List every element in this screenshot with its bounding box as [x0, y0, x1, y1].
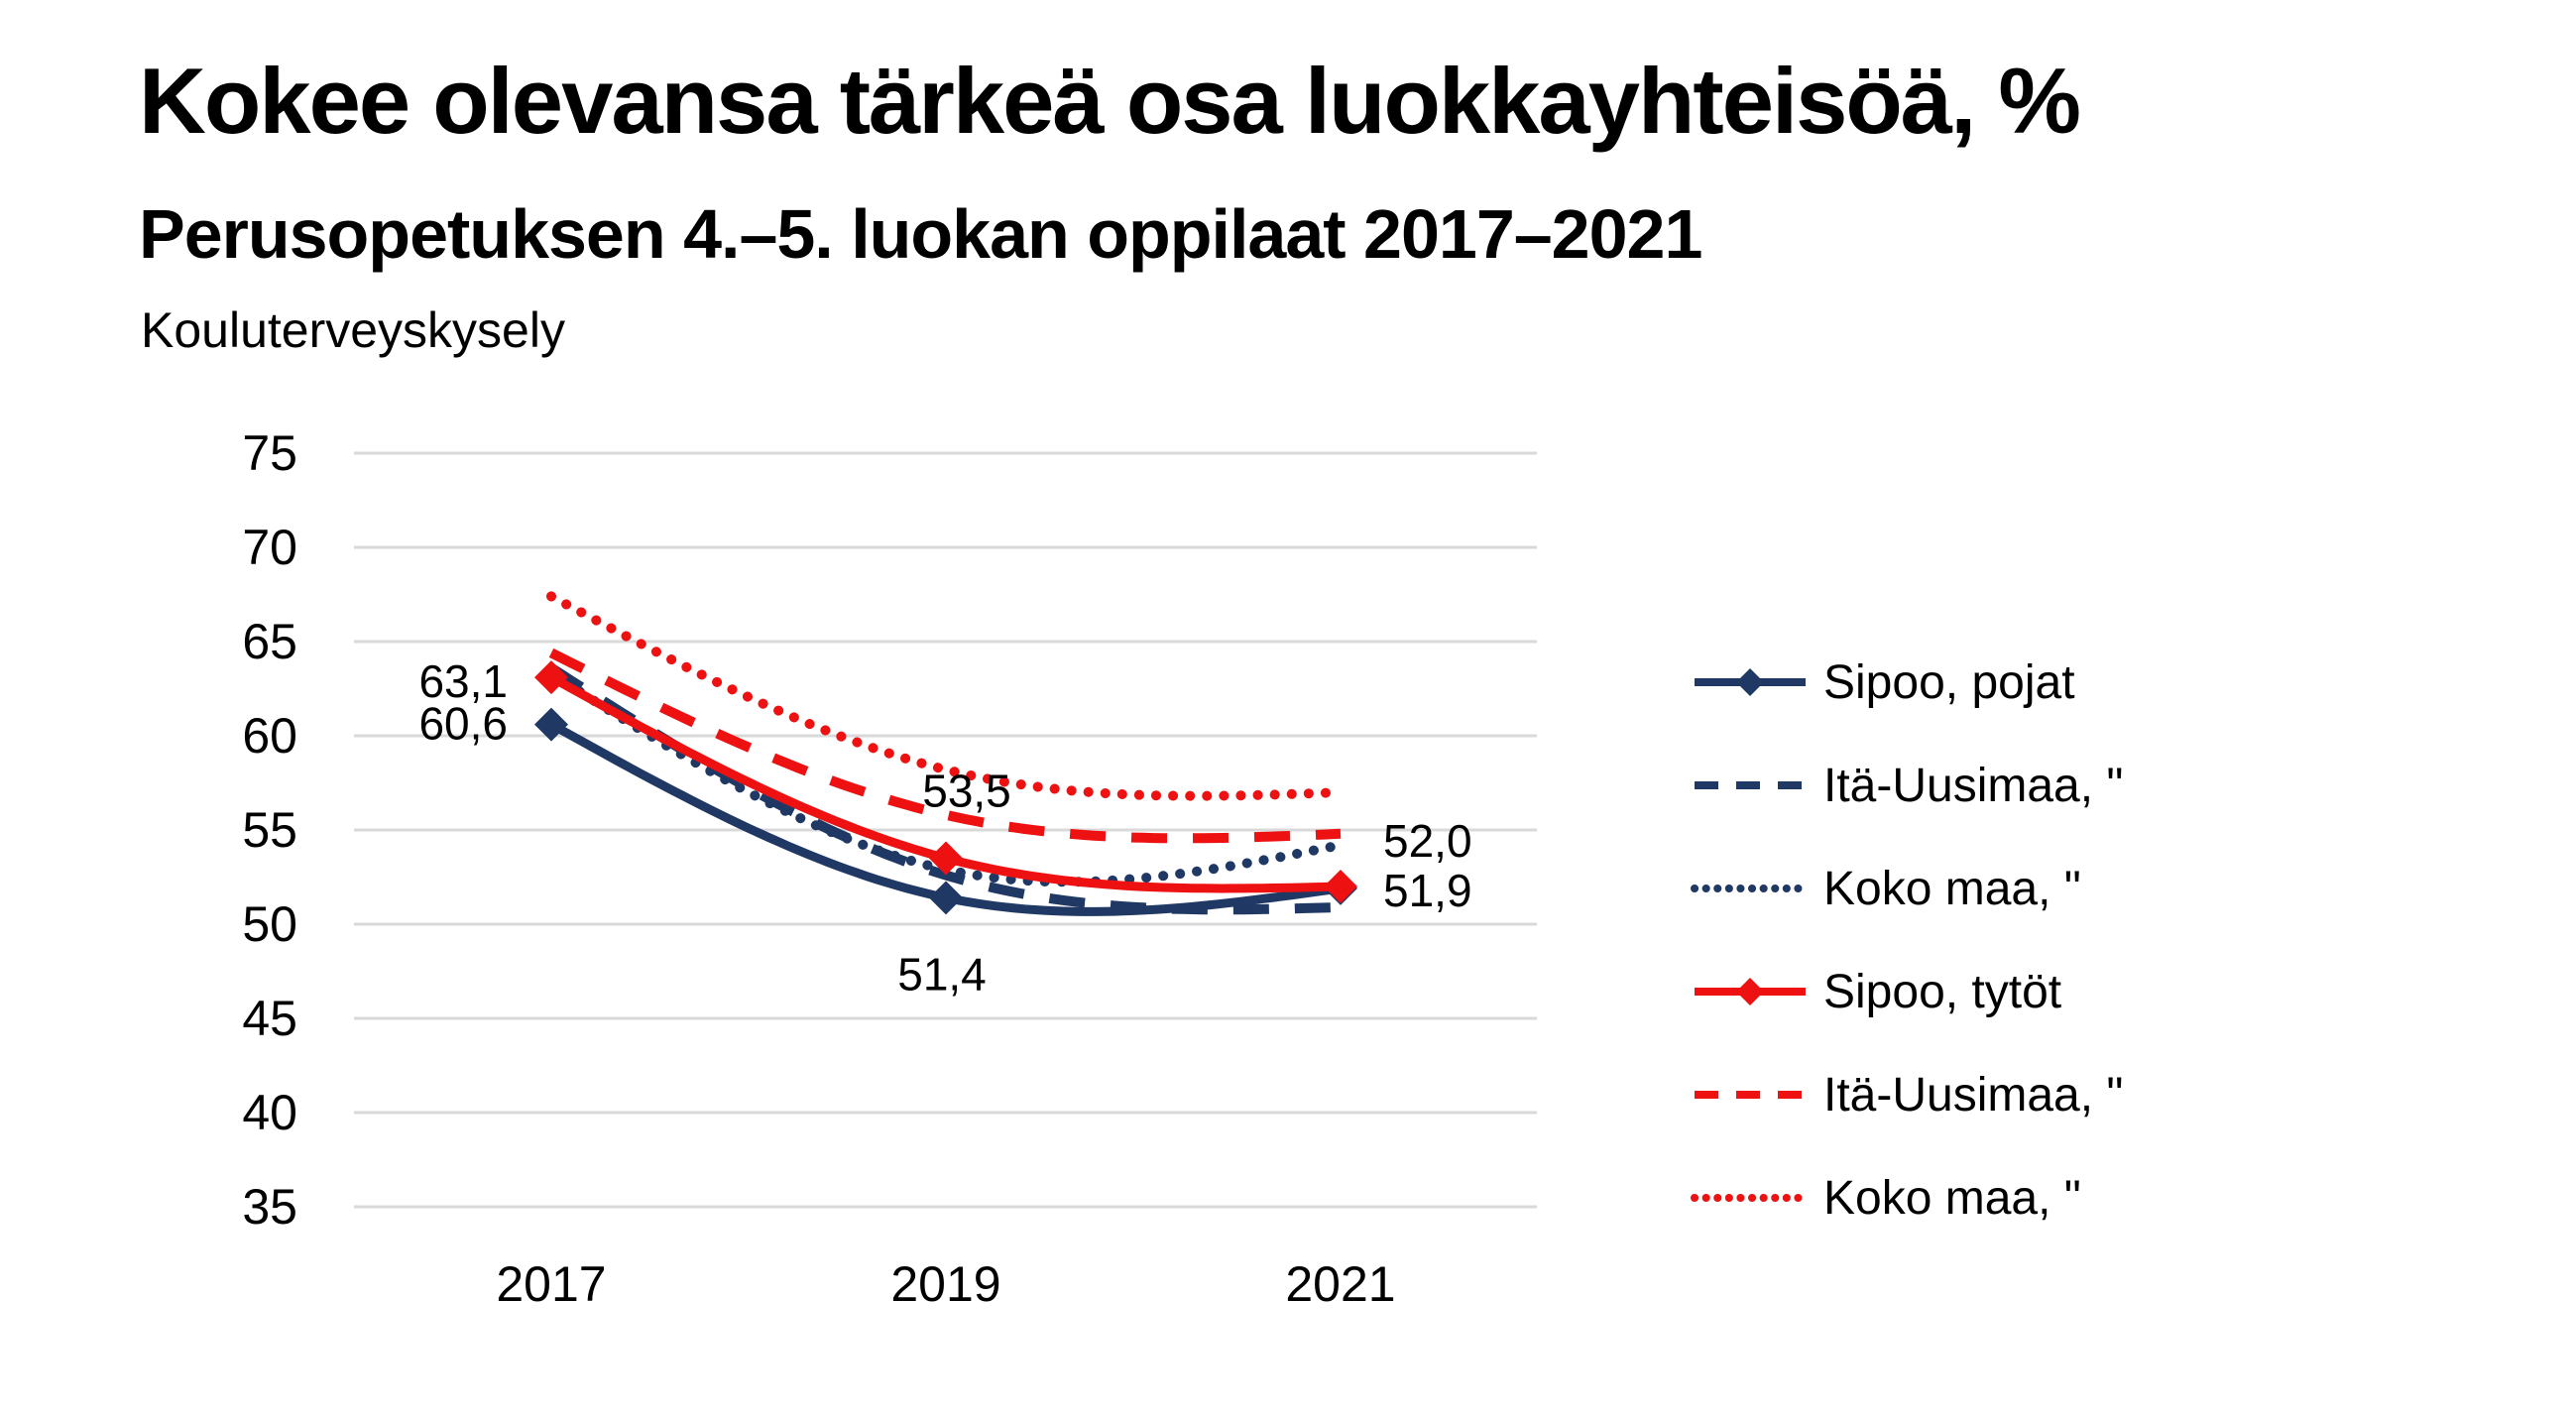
data-label-53-5: 53,5 — [922, 766, 1011, 817]
legend-item-4: Itä-Uusimaa, " — [1691, 1043, 2123, 1146]
legend-swatch-dashed-icon — [1695, 781, 1806, 789]
legend-item-3: Sipoo, tytöt — [1691, 940, 2123, 1043]
legend-swatch-dotted-icon — [1691, 1194, 1810, 1202]
x-axis-label-2021: 2021 — [1285, 1256, 1395, 1312]
data-point-marker-0-2019 — [929, 881, 963, 915]
chart-source-label: Kouluterveyskysely — [141, 302, 565, 358]
chart-legend: Sipoo, pojat Itä-Uusimaa, " Koko maa, " Sip… — [1691, 631, 2123, 1249]
legend-diamond-marker-icon — [1736, 668, 1764, 696]
legend-diamond-marker-icon — [1736, 978, 1764, 1005]
x-axis-label-2017: 2017 — [496, 1256, 606, 1312]
legend-item-1: Itä-Uusimaa, " — [1691, 734, 2123, 837]
legend-item-5: Koko maa, " — [1691, 1146, 2123, 1249]
legend-label-0: Sipoo, pojat — [1823, 655, 2075, 709]
data-point-marker-3-2019 — [929, 841, 963, 876]
series-line-4-dashed — [548, 648, 1342, 844]
data-label-63-1: 63,1 — [418, 655, 508, 707]
y-axis-label-55: 55 — [242, 802, 297, 858]
x-axis-label-2019: 2019 — [890, 1256, 1000, 1312]
data-point-marker-3-2017 — [534, 660, 568, 695]
legend-item-0: Sipoo, pojat — [1691, 631, 2123, 734]
legend-label-5: Koko maa, " — [1823, 1171, 2081, 1225]
y-axis-label-65: 65 — [242, 614, 297, 669]
series-line-5-dotted — [546, 591, 1346, 801]
data-label-60-6: 60,6 — [418, 698, 508, 750]
legend-swatch-dashed-icon — [1695, 1091, 1806, 1099]
legend-label-4: Itä-Uusimaa, " — [1823, 1068, 2124, 1122]
data-point-marker-3-2021 — [1324, 870, 1357, 903]
chart-subtitle: Perusopetuksen 4.–5. luokan oppilaat 201… — [139, 195, 1702, 273]
y-axis-label-70: 70 — [242, 520, 297, 575]
legend-swatch-solid-icon — [1695, 668, 1806, 696]
y-axis-label-75: 75 — [242, 425, 297, 481]
y-axis-label-60: 60 — [242, 708, 297, 764]
y-axis-label-40: 40 — [242, 1085, 297, 1140]
legend-label-3: Sipoo, tytöt — [1823, 965, 2062, 1018]
chart-title: Kokee olevansa tärkeä osa luokkayhteisöä… — [139, 49, 2081, 153]
data-label-51-9: 51,9 — [1383, 865, 1472, 916]
data-label-51-4: 51,4 — [897, 948, 987, 1000]
y-axis-label-35: 35 — [242, 1179, 297, 1235]
legend-swatch-solid-icon — [1695, 978, 1806, 1005]
data-point-marker-0-2017 — [534, 707, 568, 742]
data-label-52-0: 52,0 — [1383, 815, 1472, 867]
y-axis-label-50: 50 — [242, 896, 297, 952]
legend-item-2: Koko maa, " — [1691, 837, 2123, 940]
y-axis-label-45: 45 — [242, 991, 297, 1046]
legend-label-1: Itä-Uusimaa, " — [1823, 759, 2124, 812]
legend-label-2: Koko maa, " — [1823, 862, 2081, 915]
legend-swatch-dotted-icon — [1691, 885, 1810, 892]
